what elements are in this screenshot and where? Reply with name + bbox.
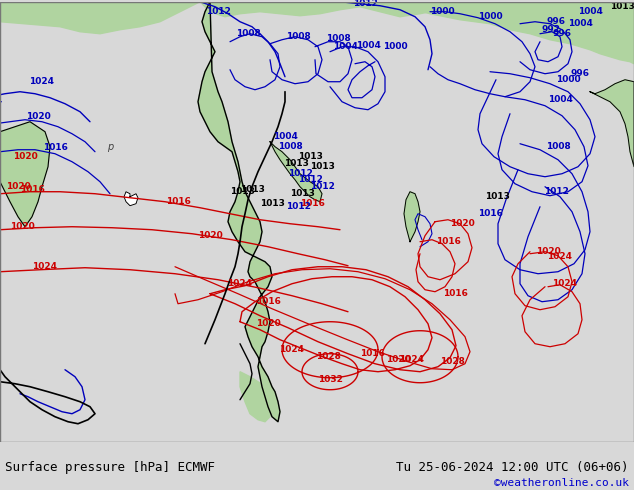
Text: 1012: 1012 [353, 0, 377, 8]
Text: 1013: 1013 [283, 159, 308, 168]
Polygon shape [590, 80, 634, 167]
Text: 1008: 1008 [286, 32, 311, 41]
Text: 1020: 1020 [198, 231, 223, 240]
Text: 1000: 1000 [477, 12, 502, 21]
Text: 1020: 1020 [536, 247, 560, 256]
Text: 1016: 1016 [20, 185, 44, 194]
Polygon shape [240, 372, 272, 422]
Text: 1020: 1020 [385, 355, 410, 364]
Text: 1012: 1012 [309, 182, 335, 191]
Polygon shape [124, 192, 138, 206]
Text: 1004: 1004 [356, 41, 380, 50]
Text: 1012: 1012 [543, 187, 569, 196]
Text: 1028: 1028 [316, 352, 340, 361]
Text: 1020: 1020 [450, 219, 474, 228]
Text: 996: 996 [547, 17, 566, 26]
Text: ©weatheronline.co.uk: ©weatheronline.co.uk [494, 478, 629, 488]
Text: 1013: 1013 [609, 2, 634, 11]
Polygon shape [0, 122, 50, 227]
Polygon shape [0, 2, 634, 34]
Text: 1013: 1013 [259, 199, 285, 208]
Text: 1016: 1016 [165, 197, 190, 206]
Polygon shape [0, 127, 30, 174]
Text: 1012: 1012 [297, 175, 323, 184]
Text: 996: 996 [552, 29, 571, 38]
Text: 1013: 1013 [230, 187, 254, 196]
Text: 1004: 1004 [333, 42, 358, 51]
Text: 1016: 1016 [256, 297, 280, 306]
Text: 1024: 1024 [548, 252, 573, 261]
Text: 1024: 1024 [32, 262, 58, 271]
Text: 1012: 1012 [205, 7, 230, 16]
Text: 1016: 1016 [299, 199, 325, 208]
Text: 1013: 1013 [240, 185, 264, 194]
Text: 1020: 1020 [256, 319, 280, 328]
Text: 1016: 1016 [436, 237, 460, 246]
Text: 1000: 1000 [430, 7, 455, 16]
Text: 1012: 1012 [288, 169, 313, 178]
Text: p: p [107, 142, 113, 152]
Text: 1013: 1013 [290, 189, 314, 198]
Text: 1008: 1008 [236, 29, 261, 38]
Text: 1020: 1020 [13, 152, 37, 161]
Text: 996: 996 [571, 69, 590, 78]
Polygon shape [270, 142, 322, 202]
Text: 1013: 1013 [309, 162, 335, 171]
Text: 1008: 1008 [326, 34, 351, 43]
Text: 1008: 1008 [278, 142, 302, 151]
Text: Surface pressure [hPa] ECMWF: Surface pressure [hPa] ECMWF [5, 461, 215, 474]
Text: 1016: 1016 [443, 289, 467, 298]
Text: 1020: 1020 [6, 182, 30, 191]
Text: 1024: 1024 [30, 77, 55, 86]
Text: 1004: 1004 [548, 95, 573, 104]
Text: 1024: 1024 [228, 279, 252, 288]
Polygon shape [198, 2, 280, 422]
Text: Tu 25-06-2024 12:00 UTC (06+06): Tu 25-06-2024 12:00 UTC (06+06) [396, 461, 629, 474]
Text: 1016: 1016 [477, 209, 502, 218]
Text: 1013: 1013 [297, 152, 323, 161]
Text: 1004: 1004 [273, 132, 297, 141]
Polygon shape [404, 192, 420, 242]
Text: 1024: 1024 [552, 279, 578, 288]
Text: 1012: 1012 [285, 202, 311, 211]
Text: 1004: 1004 [578, 7, 602, 16]
Text: 1028: 1028 [439, 357, 465, 366]
Text: 1000: 1000 [555, 75, 580, 84]
Text: 1013: 1013 [484, 192, 510, 201]
Text: 1024: 1024 [280, 345, 304, 354]
Text: 1020: 1020 [10, 222, 34, 231]
Text: 1008: 1008 [546, 142, 571, 151]
Text: 1016: 1016 [359, 349, 384, 358]
Text: 992: 992 [541, 25, 560, 34]
Text: 1020: 1020 [25, 112, 50, 121]
Text: 1004: 1004 [567, 19, 592, 28]
Polygon shape [380, 2, 634, 64]
Text: 1024: 1024 [399, 355, 425, 364]
Text: 1000: 1000 [383, 42, 407, 51]
Text: 1032: 1032 [318, 375, 342, 384]
Text: 1016: 1016 [42, 143, 67, 152]
